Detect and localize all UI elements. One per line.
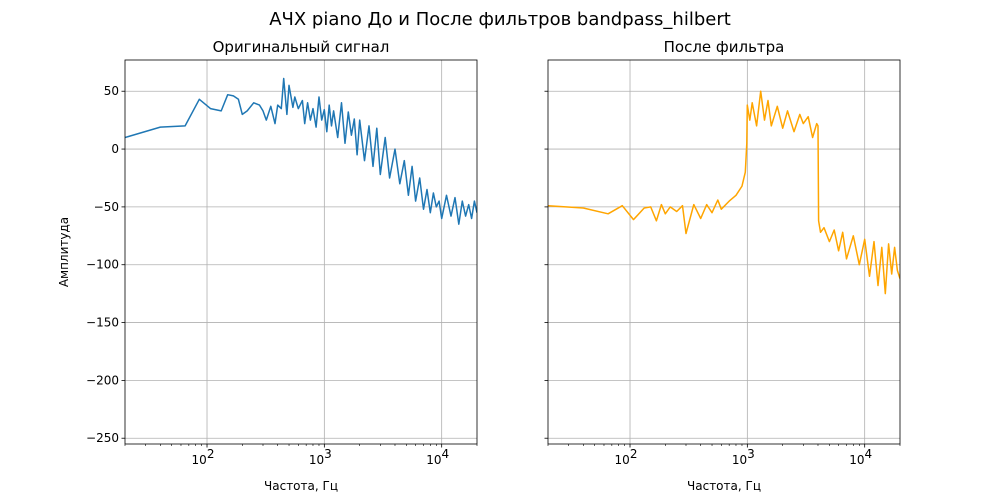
axes-frame — [124, 59, 478, 445]
series-line-1 — [548, 90, 900, 295]
subplot-title: Оригинальный сигнал — [213, 38, 390, 56]
series-line-1 — [125, 77, 477, 225]
x-tick-label: 102 — [615, 447, 638, 467]
y-tick-label: 50 — [104, 84, 119, 98]
y-tick-label: −150 — [86, 316, 119, 330]
x-axis-label: Частота, Гц — [264, 479, 338, 493]
x-tick-label: 102 — [192, 447, 215, 467]
axes-frame — [547, 59, 901, 445]
y-tick-label: −250 — [86, 431, 119, 445]
x-tick-label: 104 — [426, 447, 449, 467]
x-tick-label: 103 — [732, 447, 755, 467]
x-tick-label: 103 — [309, 447, 332, 467]
y-axis-label: Амплитуда — [57, 217, 71, 287]
y-tick-label: −200 — [86, 373, 119, 387]
y-tick-label: −100 — [86, 258, 119, 272]
y-tick-label: 0 — [111, 142, 119, 156]
x-tick-label: 104 — [849, 447, 872, 467]
x-axis-label: Частота, Гц — [687, 479, 761, 493]
y-tick-label: −50 — [94, 200, 119, 214]
figure-suptitle: АЧХ piano До и После фильтров bandpass_h… — [269, 9, 731, 30]
subplot-2: 102 103 104 После фильтра Частота, Гц — [544, 38, 901, 493]
subplot-1: 50 0 −50 −100 −150 −200 −250 102 103 104 Оригиналь… — [57, 38, 478, 493]
subplot-title: После фильтра — [664, 38, 785, 56]
